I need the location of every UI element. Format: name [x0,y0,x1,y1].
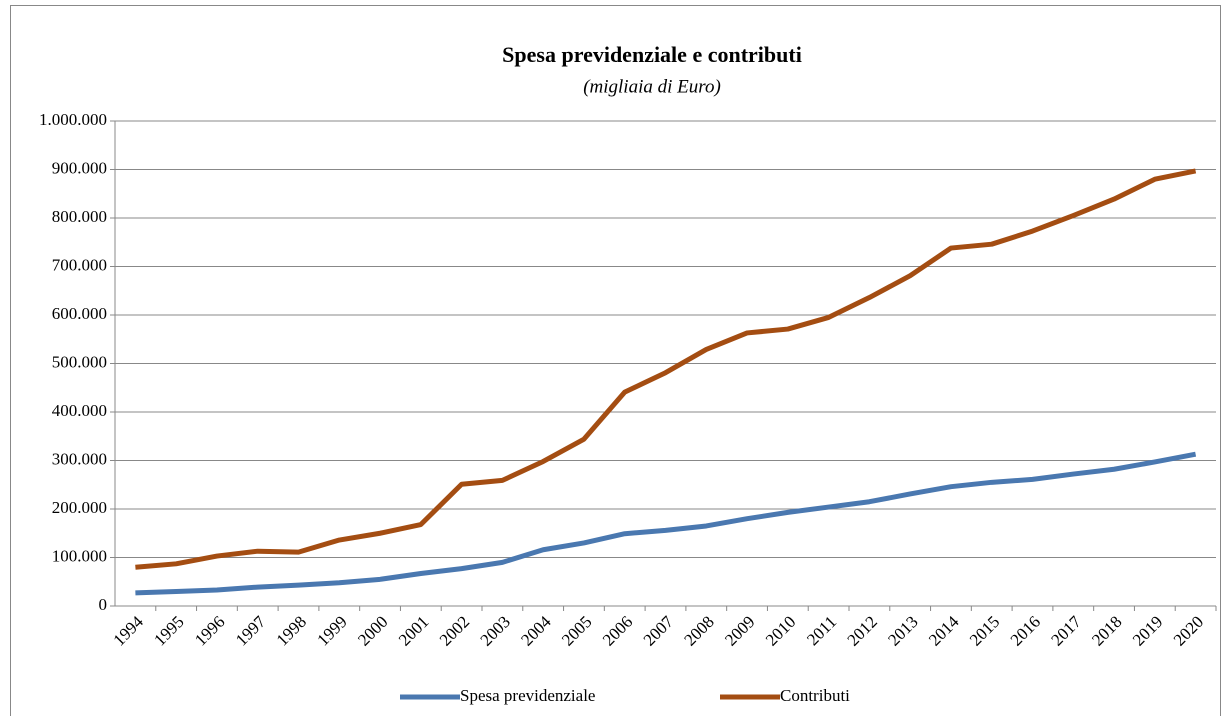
line-series [135,451,1197,596]
chart-title: Spesa previdenziale e contributi [502,42,802,67]
chart-subtitle: (migliaia di Euro) [583,76,721,97]
y-tick-label: 400.000 [52,401,107,420]
y-tick-label: 900.000 [52,158,107,177]
y-tick-label: 800.000 [52,207,107,226]
y-tick-label: 200.000 [52,498,107,517]
y-tick-label: 600.000 [52,304,107,323]
y-tick-label: 1.000.000 [39,110,107,129]
legend-label: Spesa previdenziale [460,686,595,705]
legend-label: Contributi [780,686,850,705]
chart-border [10,5,1221,716]
y-tick-label: 100.000 [52,546,107,565]
y-tick-label: 0 [99,595,108,614]
line-series [135,168,1197,570]
y-tick-label: 300.000 [52,449,107,468]
y-tick-label: 700.000 [52,255,107,274]
y-tick-label: 500.000 [52,352,107,371]
